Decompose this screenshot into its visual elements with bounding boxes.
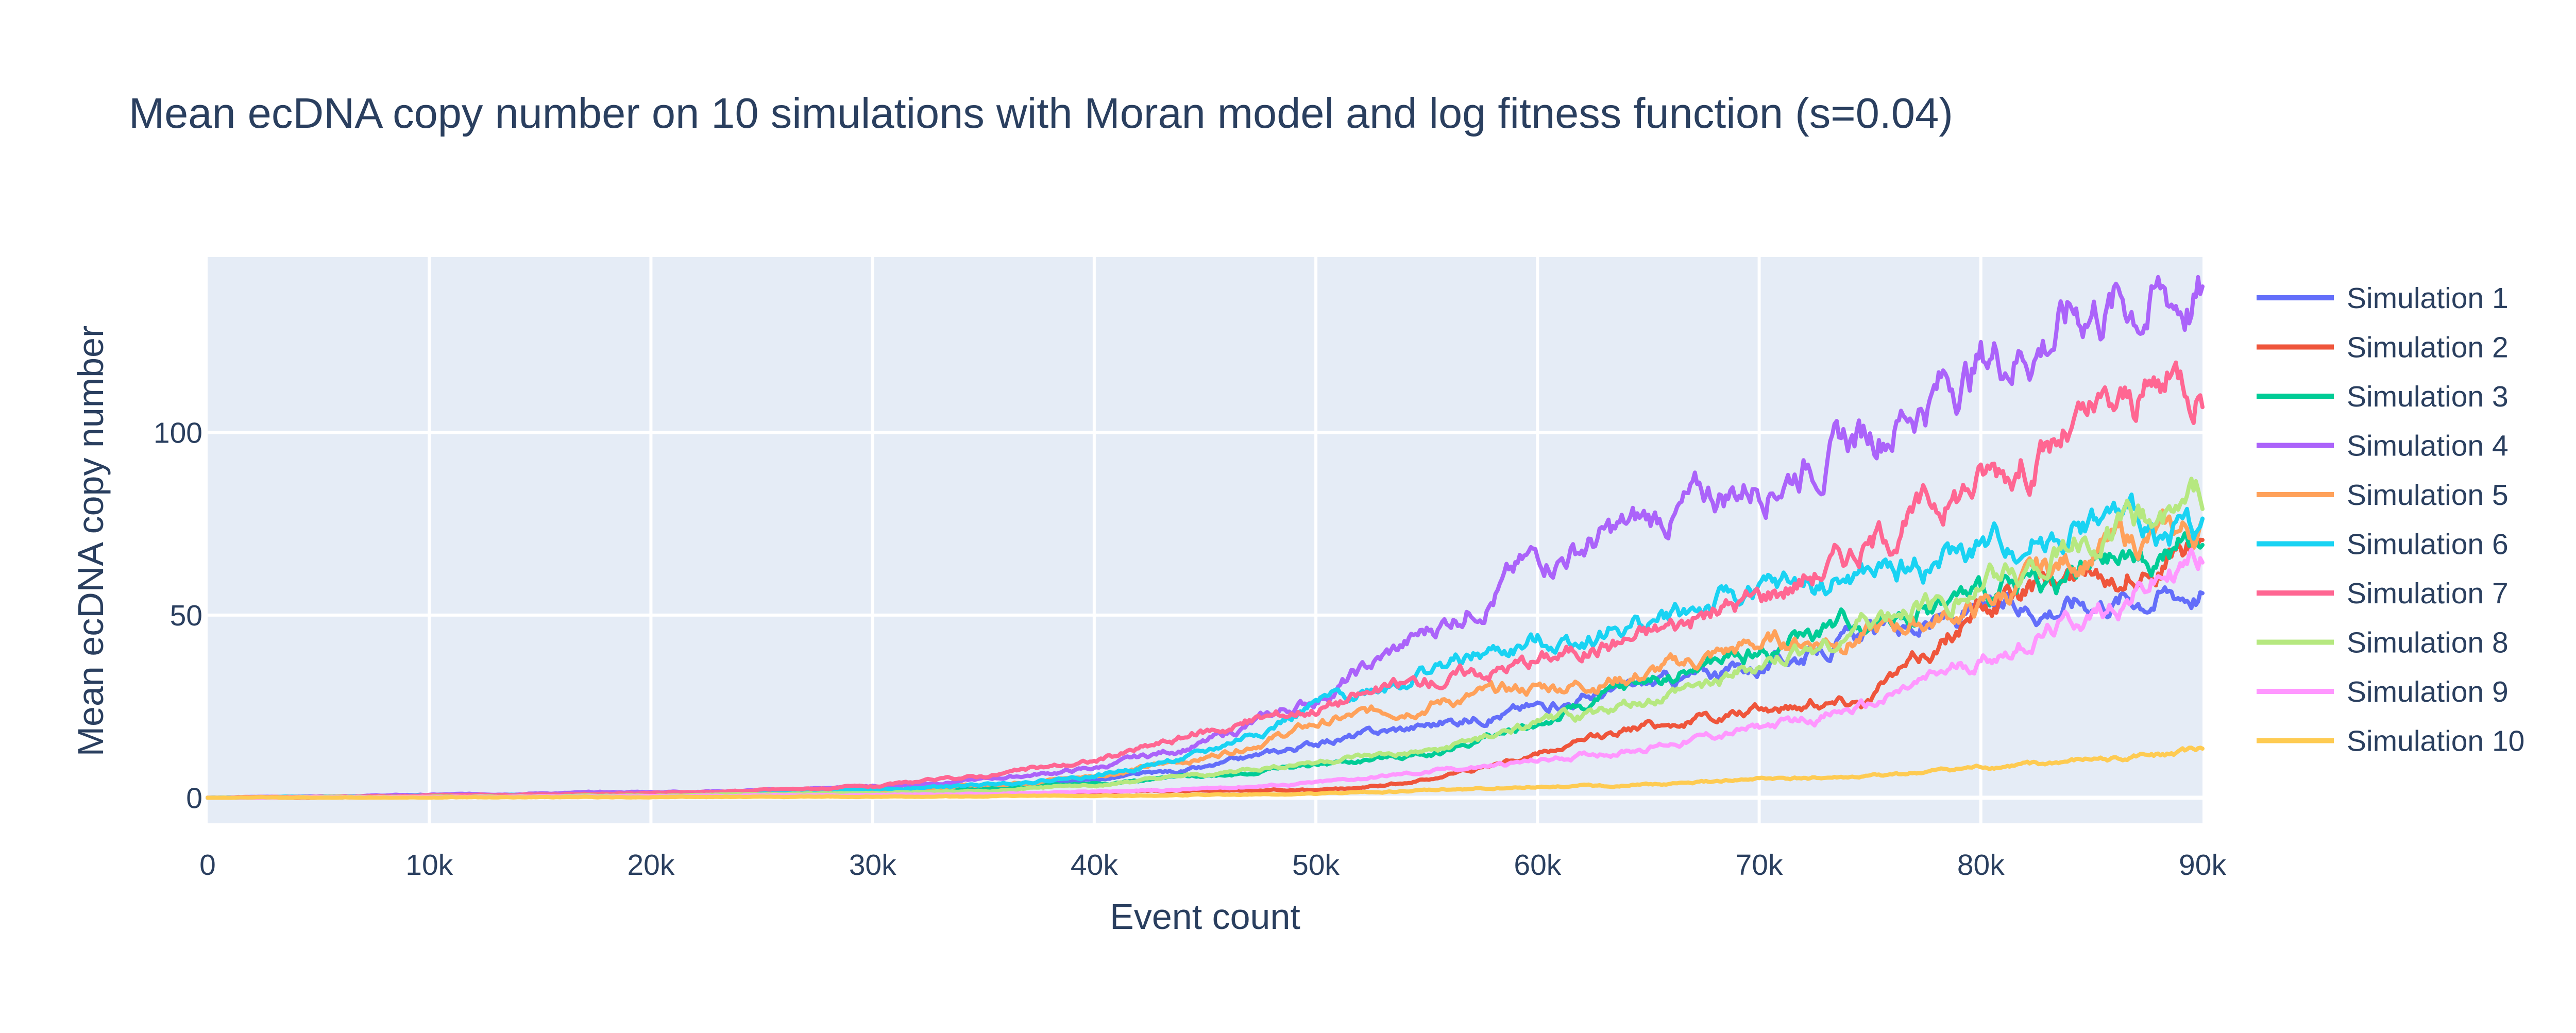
legend-item-simulation-3[interactable]: Simulation 3 — [2257, 380, 2509, 413]
legend-item-simulation-2[interactable]: Simulation 2 — [2257, 331, 2509, 364]
legend-label: Simulation 5 — [2347, 479, 2509, 512]
y-axis-ticks: 0 50 100 — [154, 416, 202, 815]
legend-item-simulation-4[interactable]: Simulation 4 — [2257, 430, 2509, 463]
x-tick-label: 0 — [199, 849, 216, 882]
grid-lines — [208, 257, 2202, 823]
legend-label: Simulation 8 — [2347, 626, 2509, 659]
legend-item-simulation-7[interactable]: Simulation 7 — [2257, 577, 2509, 610]
plot-area — [208, 257, 2202, 823]
legend[interactable]: Simulation 1 Simulation 2 Simulation 3 Simu… — [2257, 282, 2524, 758]
x-tick-label: 60k — [1514, 849, 1561, 882]
legend-label: Simulation 7 — [2347, 577, 2509, 610]
x-tick-label: 30k — [849, 849, 896, 882]
legend-item-simulation-10[interactable]: Simulation 10 — [2257, 725, 2524, 758]
series-lines — [206, 275, 2205, 800]
legend-label: Simulation 6 — [2347, 528, 2509, 561]
x-axis-ticks: 0 10k 20k 30k 40k 50k 60k 70k 80k 90k — [199, 849, 2226, 882]
y-tick-label: 100 — [154, 416, 202, 449]
x-tick-label: 70k — [1736, 849, 1783, 882]
y-tick-label: 50 — [170, 599, 202, 632]
legend-label: Simulation 9 — [2347, 675, 2509, 708]
legend-label: Simulation 2 — [2347, 331, 2509, 364]
x-tick-label: 40k — [1071, 849, 1118, 882]
x-tick-label: 50k — [1292, 849, 1340, 882]
y-axis-title: Mean ecDNA copy number — [71, 326, 111, 757]
y-tick-label: 0 — [186, 782, 202, 815]
x-tick-label: 20k — [627, 849, 674, 882]
legend-label: Simulation 4 — [2347, 430, 2509, 463]
legend-label: Simulation 1 — [2347, 282, 2509, 315]
legend-item-simulation-5[interactable]: Simulation 5 — [2257, 479, 2509, 512]
legend-item-simulation-1[interactable]: Simulation 1 — [2257, 282, 2509, 315]
x-axis-title: Event count — [1110, 896, 1300, 937]
legend-label: Simulation 3 — [2347, 380, 2509, 413]
x-tick-label: 80k — [1957, 849, 2005, 882]
legend-item-simulation-6[interactable]: Simulation 6 — [2257, 528, 2509, 561]
legend-label: Simulation 10 — [2347, 725, 2524, 758]
series-line-10 — [206, 746, 2205, 800]
legend-item-simulation-8[interactable]: Simulation 8 — [2257, 626, 2509, 659]
chart-title: Mean ecDNA copy number on 10 simulations… — [129, 89, 1953, 137]
x-tick-label: 10k — [405, 849, 453, 882]
x-tick-label: 90k — [2179, 849, 2226, 882]
legend-item-simulation-9[interactable]: Simulation 9 — [2257, 675, 2509, 708]
